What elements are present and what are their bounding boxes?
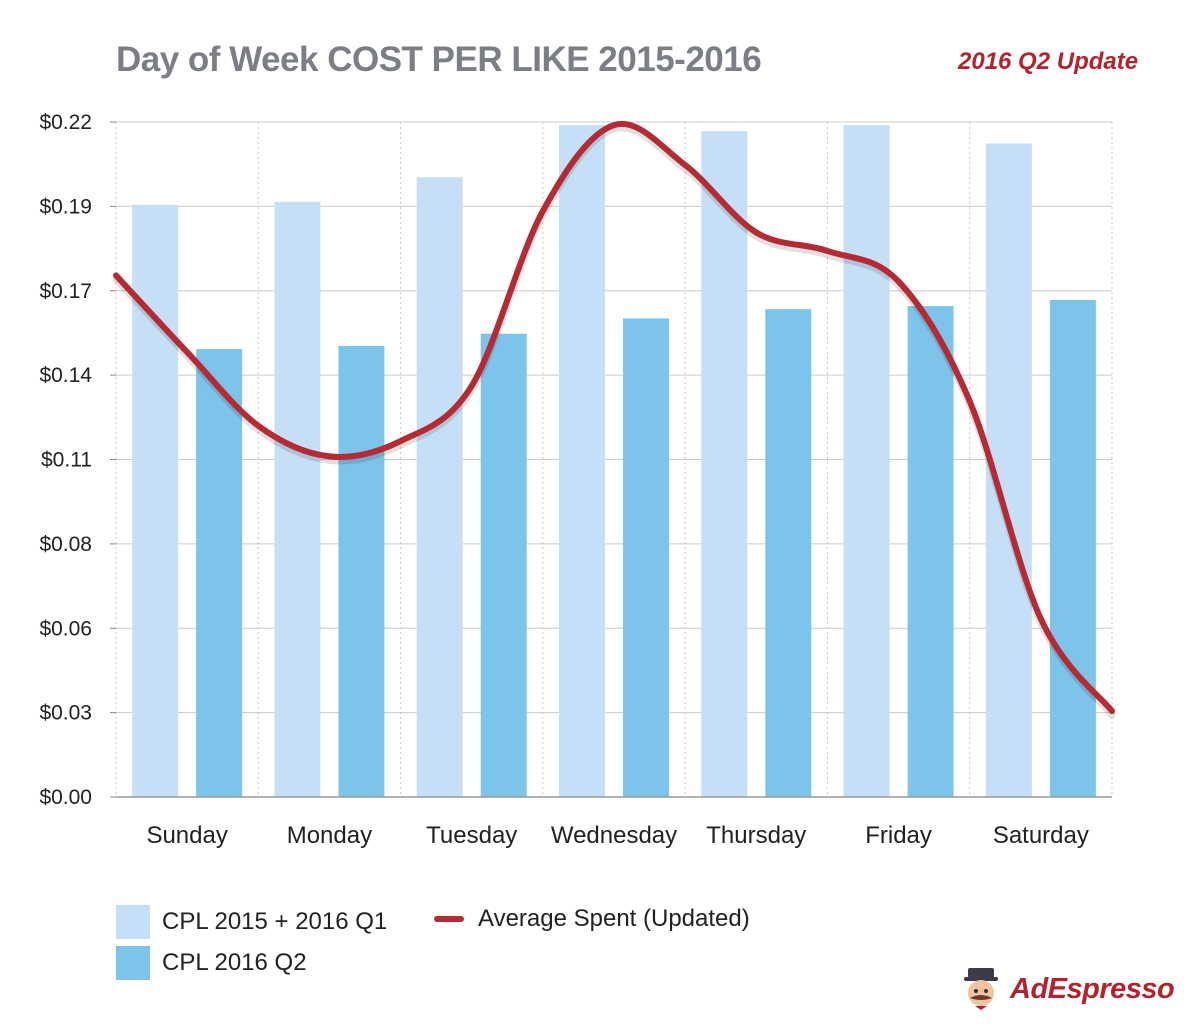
- axes: $0.00 $0.03 $0.06 $0.08 $0.11 $0.14 $0.17 $0.19…: [39, 111, 1112, 849]
- average-line-group: [112, 120, 1116, 719]
- bar-cpl-2016-friday: [907, 306, 954, 797]
- y-tick-label: $0.19: [39, 195, 92, 218]
- x-tick-label-tuesday: Tuesday: [426, 822, 517, 849]
- chart-title: Day of Week COST PER LIKE 2015-2016: [116, 40, 762, 79]
- bar-cpl-2016-thursday: [765, 309, 812, 797]
- bar-cpl-2016-sunday: [196, 349, 243, 797]
- legend-item-cpl-2015: CPL 2015 + 2016 Q1: [116, 905, 387, 939]
- legend-item-average: Average Spent (Updated): [434, 905, 750, 933]
- bar-cpl-2015-wednesday: [559, 125, 605, 798]
- mascot-icon: [964, 968, 998, 1010]
- x-tick-label-sunday: Sunday: [146, 822, 227, 849]
- y-tick-label: $0.08: [39, 533, 92, 556]
- bar-cpl-2016-monday: [338, 345, 385, 797]
- bar-cpl-2016-tuesday: [480, 333, 527, 797]
- bar-cpl-2016-saturday: [1049, 299, 1096, 797]
- x-tick-label-monday: Monday: [287, 822, 372, 849]
- bar-cpl-2015-thursday: [701, 131, 748, 798]
- bar-cpl-2016-wednesday: [623, 318, 669, 797]
- bar-cpl-2015-tuesday: [416, 177, 463, 797]
- legend-item-cpl-2016: CPL 2016 Q2: [116, 946, 307, 980]
- y-tick-label: $0.06: [39, 617, 92, 640]
- legend-swatch-average: [434, 916, 464, 922]
- y-tick-label: $0.11: [41, 449, 92, 472]
- update-badge: 2016 Q2 Update: [958, 48, 1139, 75]
- bar-cpl-2015-friday: [843, 125, 890, 798]
- grid: [115, 121, 1113, 797]
- y-tick-label: $0.00: [39, 786, 92, 809]
- y-tick-label: $0.03: [39, 702, 92, 725]
- legend-label-cpl-2015: CPL 2015 + 2016 Q1: [162, 908, 388, 935]
- x-tick-label-friday: Friday: [865, 822, 932, 849]
- y-tick-label: $0.14: [39, 364, 92, 387]
- chart: $0.00 $0.03 $0.06 $0.08 $0.11 $0.14 $0.17 $0.19…: [39, 111, 1116, 849]
- bar-cpl-2015-monday: [274, 201, 321, 798]
- legend-swatch-cpl-2015: [116, 905, 150, 939]
- average-line-shadow: [112, 124, 1116, 719]
- y-tick-label: $0.17: [39, 280, 92, 303]
- legend-swatch-cpl-2016: [116, 946, 150, 980]
- x-tick-label-thursday: Thursday: [706, 822, 806, 849]
- brand-logo: AdEspresso: [958, 966, 1175, 1012]
- x-tick-label-wednesday: Wednesday: [551, 822, 677, 849]
- average-spent-line: [113, 120, 1115, 715]
- brand-name: AdEspresso: [1010, 972, 1175, 1005]
- legend-label-cpl-2016: CPL 2016 Q2: [162, 949, 307, 976]
- bars: [132, 125, 1096, 798]
- y-tick-label: $0.22: [39, 111, 92, 134]
- x-tick-label-saturday: Saturday: [993, 822, 1089, 849]
- bar-cpl-2015-sunday: [132, 204, 179, 797]
- legend-label-average: Average Spent (Updated): [478, 905, 750, 932]
